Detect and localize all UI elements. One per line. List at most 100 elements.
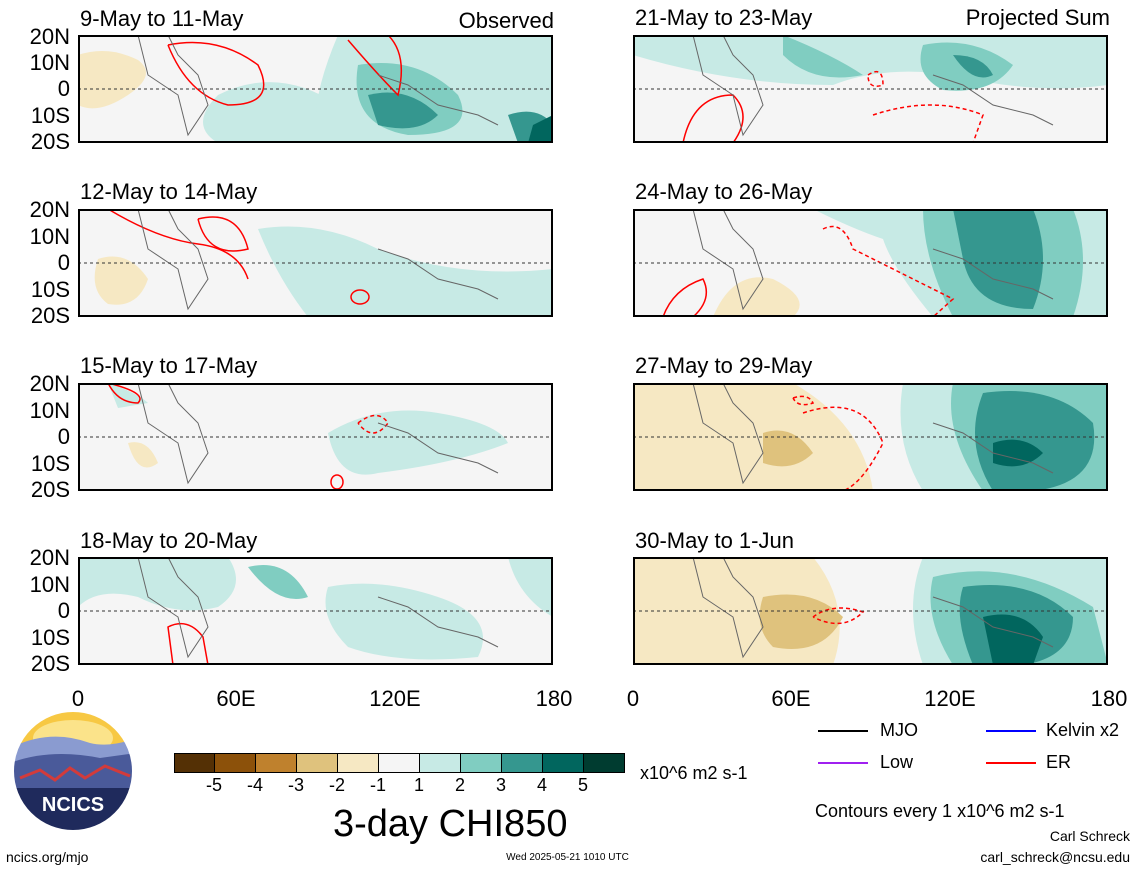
colorbar-swatch: [378, 753, 420, 773]
lat-label: 10S: [30, 625, 70, 650]
author: Carl Schreck: [1049, 828, 1130, 844]
panel-frame: [78, 35, 553, 143]
lon-label: 0: [626, 686, 640, 711]
lat-label: 0: [57, 250, 70, 275]
author-email: carl_schreck@ncsu.edu: [980, 849, 1130, 865]
main-title: 3-day CHI850: [333, 803, 568, 845]
panel-frame: [78, 383, 553, 491]
panel-label: Observed: [458, 8, 554, 33]
panel-frame: [633, 383, 1108, 491]
panel-observed-2: [78, 209, 553, 317]
lat-label: 0: [57, 76, 70, 101]
legend-line-mjo: [818, 730, 868, 732]
colorbar-swatch: [174, 753, 215, 773]
colorbar-swatch: [583, 753, 625, 773]
colorbar-tick: 5: [577, 775, 588, 795]
colorbar-tick: 2: [454, 775, 465, 795]
panel-frame: [78, 209, 553, 317]
lat-label: 20N: [29, 371, 70, 396]
lat-label: 10N: [29, 224, 70, 249]
timestamp: Wed 2025-05-21 1010 UTC: [506, 852, 629, 863]
panel-title: 27-May to 29-May: [635, 353, 813, 378]
map-projected-4: [633, 557, 1108, 665]
lon-label: 60E: [771, 686, 811, 711]
colorbar-tick: -5: [205, 775, 222, 795]
lon-label: 120E: [369, 686, 421, 711]
lat-label: 10S: [30, 451, 70, 476]
colorbar-tick: -1: [369, 775, 386, 795]
panel-projected-3: [633, 383, 1108, 491]
panel-title: 24-May to 26-May: [635, 179, 813, 204]
legend-label-mjo: MJO: [880, 720, 918, 740]
lon-label: 180: [535, 686, 573, 711]
legend-label-er: ER: [1046, 752, 1072, 772]
colorbar-tick: -2: [328, 775, 345, 795]
colorbar-swatch: [296, 753, 338, 773]
panel-frame: [633, 557, 1108, 665]
legend-line-low: [818, 762, 868, 764]
map-projected-1: [633, 35, 1108, 143]
lat-label: 20S: [30, 477, 70, 502]
lat-label: 20N: [29, 197, 70, 222]
panel-projected-1: [633, 35, 1108, 143]
panel-frame: [78, 557, 553, 665]
lat-label: 20N: [29, 24, 70, 49]
lat-label: 20N: [29, 545, 70, 570]
colorbar-units: x10^6 m2 s-1: [640, 763, 748, 783]
colorbar-swatch: [419, 753, 461, 773]
ncics-logo: NCICS: [12, 710, 134, 832]
legend-label-low: Low: [880, 752, 914, 772]
legend-line-kelvin: [986, 730, 1036, 732]
panel-observed-3: [78, 383, 553, 491]
map-projected-3: [633, 383, 1108, 491]
colorbar-tick: 4: [536, 775, 547, 795]
panel-projected-4: [633, 557, 1108, 665]
colorbar-tick: 1: [413, 775, 424, 795]
lat-label: 0: [57, 598, 70, 623]
legend-line-er: [986, 762, 1036, 764]
panel-observed-4: [78, 557, 553, 665]
map-projected-2: [633, 209, 1108, 317]
panel-projected-2: [633, 209, 1108, 317]
colorbar-swatch: [542, 753, 584, 773]
panel-title: 18-May to 20-May: [80, 528, 258, 553]
lon-label: 180: [1090, 686, 1128, 711]
map-observed-2: [78, 209, 553, 317]
lon-label: 60E: [216, 686, 256, 711]
colorbar-tick: 3: [495, 775, 506, 795]
lat-label: 0: [57, 424, 70, 449]
colorbar-swatch: [501, 753, 543, 773]
lon-label: 0: [71, 686, 85, 711]
lat-label: 10N: [29, 50, 70, 75]
lat-label: 10N: [29, 572, 70, 597]
lat-label: 20S: [30, 651, 70, 676]
colorbar-swatch: [460, 753, 502, 773]
panel-title: 9-May to 11-May: [80, 6, 244, 31]
logo-text: NCICS: [42, 794, 104, 816]
panel-title: 30-May to 1-Jun: [635, 528, 794, 553]
panel-frame: [633, 35, 1108, 143]
panel-title: 21-May to 23-May: [635, 5, 813, 30]
lat-label: 10S: [30, 103, 70, 128]
panel-frame: [633, 209, 1108, 317]
lat-label: 20S: [30, 129, 70, 154]
lat-label: 10N: [29, 398, 70, 423]
colorbar-swatch: [337, 753, 379, 773]
map-observed-3: [78, 383, 553, 491]
panel-observed-1: [78, 35, 553, 143]
map-observed-4: [78, 557, 553, 665]
legend-label-kelvin: Kelvin x2: [1046, 720, 1120, 740]
panel-label: Projected Sum: [965, 5, 1110, 30]
panel-title: 12-May to 14-May: [80, 179, 258, 204]
colorbar-tick: -4: [246, 775, 263, 795]
map-observed-1: [78, 35, 553, 143]
lat-label: 10S: [30, 277, 70, 302]
colorbar-swatch: [255, 753, 297, 773]
source-url[interactable]: ncics.org/mjo: [6, 849, 89, 865]
contour-note: Contours every 1 x10^6 m2 s-1: [815, 801, 1065, 821]
lat-label: 20S: [30, 303, 70, 328]
colorbar-swatch: [214, 753, 256, 773]
lon-label: 120E: [924, 686, 976, 711]
panel-title: 15-May to 17-May: [80, 353, 258, 378]
colorbar-tick: -3: [287, 775, 304, 795]
